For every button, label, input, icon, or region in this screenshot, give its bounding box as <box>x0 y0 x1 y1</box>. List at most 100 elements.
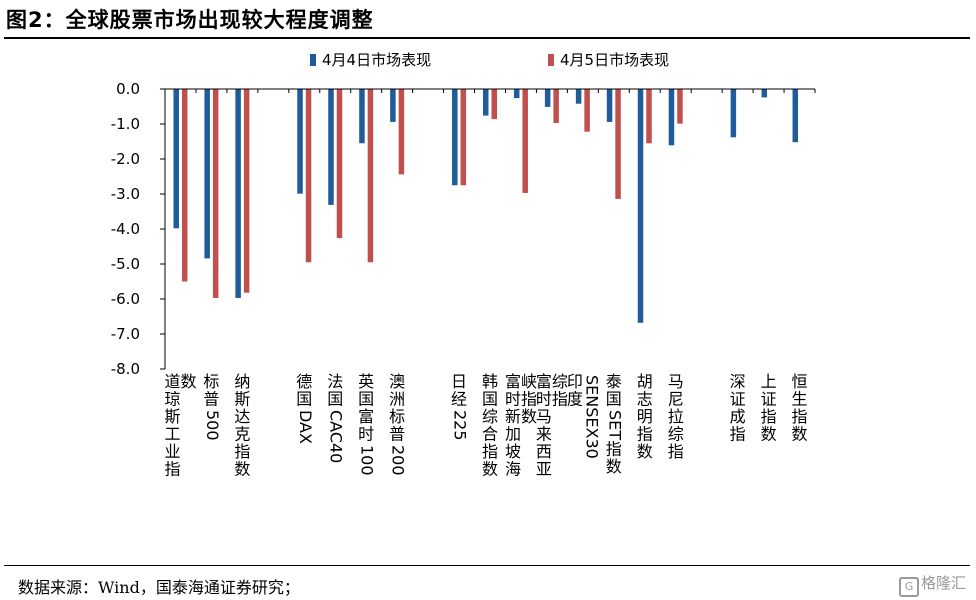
x-category-label-part: 经 <box>451 390 467 409</box>
x-category-label-part: SET <box>605 410 624 440</box>
bar <box>575 89 582 104</box>
x-axis-category-labels: 道琼斯工业指数道琼斯工业指数标普500标普500纳斯达克指数纳斯达克指数德国DA… <box>164 372 808 479</box>
x-category-label-part: 时 <box>536 390 552 409</box>
x-category-label-part: 度 <box>567 390 583 409</box>
x-category-label-part: 指 <box>792 407 808 426</box>
bar <box>212 89 219 298</box>
y-tick-label: -1.0 <box>111 115 140 133</box>
x-category-label-part: 标 <box>389 407 405 426</box>
x-category-label-part: 指 <box>606 440 622 459</box>
x-category-label-part: 亚 <box>536 460 552 479</box>
y-axis: 0.0 -1.0 -2.0 -3.0 -4.0 -5.0 -6.0 -7.0 -8.0 <box>111 80 166 378</box>
x-category-label-part: 时 <box>505 390 521 409</box>
x-category-label-part: 生 <box>792 390 808 409</box>
bar <box>452 89 458 186</box>
chart-bars <box>164 88 816 323</box>
x-category-label-part: 指 <box>482 442 498 461</box>
x-category-label-part: 斯 <box>164 407 180 426</box>
bar <box>398 89 405 175</box>
x-category-label-part: 证 <box>761 390 777 409</box>
x-category-label-part: 指 <box>668 442 684 461</box>
x-category-label-part: 拉 <box>668 407 684 426</box>
y-tick-label: -5.0 <box>111 255 140 273</box>
x-category-label-part: 日 <box>451 372 467 391</box>
bar <box>646 89 652 144</box>
x-category-label-part: 国 <box>606 390 622 409</box>
x-category-label-part: 恒 <box>792 372 808 391</box>
bar <box>584 89 590 132</box>
bar <box>390 89 396 122</box>
bar <box>181 89 188 282</box>
x-category-label-part: 数 <box>234 460 250 479</box>
source-note: 数据来源：Wind，国泰海通证券研究； <box>18 578 300 597</box>
x-category-label-part: 500 <box>203 410 222 441</box>
x-category-label-part: 明 <box>637 407 653 426</box>
bar <box>243 89 250 293</box>
x-category-label-part: 深 <box>730 372 746 391</box>
x-category-label-part: 业 <box>164 442 180 461</box>
x-category-label-part: 琼 <box>164 390 180 409</box>
bar <box>637 89 644 323</box>
legend-swatch <box>548 54 554 66</box>
x-category-label-part: 英 <box>358 372 374 391</box>
x-category-label-part: SENSEX30 <box>582 375 601 459</box>
bar <box>730 89 737 138</box>
bar <box>615 89 621 199</box>
x-category-label-part: 尼 <box>668 390 684 409</box>
x-category-label-part: 纳 <box>234 372 250 391</box>
x-category-label-part: 西 <box>536 442 552 461</box>
x-category-label-part: 综 <box>668 425 684 444</box>
bar <box>483 89 489 116</box>
legend-swatch <box>310 54 316 66</box>
x-category-label-part: 坡 <box>505 442 521 461</box>
bar <box>297 89 303 194</box>
bar <box>367 89 374 263</box>
bar <box>491 89 497 120</box>
bar <box>328 89 334 205</box>
bar <box>553 89 559 123</box>
x-category-label-part: 洲 <box>389 390 405 409</box>
figure-title: 图2：全球股票市场出现较大程度调整 <box>6 8 374 32</box>
x-category-label-part: 指 <box>552 390 568 409</box>
x-category-label-part: 指 <box>234 442 250 461</box>
x-category-label-part: 胡 <box>637 372 653 391</box>
x-category-label-part: 富 <box>505 372 521 391</box>
bar <box>761 89 768 98</box>
x-category-label-part: 指 <box>730 425 746 444</box>
x-category-label-part: 国 <box>296 390 312 409</box>
watermark-text: 格隆汇 <box>920 574 966 592</box>
y-tick-label: -4.0 <box>111 220 140 238</box>
x-category-label-part: CAC40 <box>327 410 346 463</box>
x-category-label-part: 印 <box>567 372 583 391</box>
x-category-label-part: 100 <box>358 445 377 476</box>
x-category-label-part: 成 <box>730 407 746 426</box>
x-category-label-part: 加 <box>505 425 521 444</box>
x-category-label-part: 数 <box>761 425 777 444</box>
watermark: G 格隆汇 <box>898 572 966 597</box>
x-category-label-part: 指 <box>521 390 537 409</box>
x-category-label-part: 数 <box>792 425 808 444</box>
x-category-label-part: 马 <box>536 407 552 426</box>
x-category-label-part: 海 <box>505 460 521 479</box>
x-category-label-part: 工 <box>164 425 180 444</box>
x-category-label-part: 国 <box>358 390 374 409</box>
x-category-label-part: 综 <box>552 372 568 391</box>
x-category-label-part: 斯 <box>234 390 250 409</box>
y-tick-label: -3.0 <box>111 185 140 203</box>
x-category-label-part: 道 <box>164 372 180 391</box>
bar <box>235 89 241 298</box>
bar <box>305 89 312 263</box>
y-tick-label: -8.0 <box>111 360 140 378</box>
x-category-label-part: 指 <box>637 425 653 444</box>
x-category-label-part: 证 <box>730 390 746 409</box>
bar <box>336 89 343 239</box>
x-category-label-part: 200 <box>389 445 408 476</box>
x-category-label-part: 德 <box>296 372 312 391</box>
bar <box>677 89 683 124</box>
x-category-label-part: 韩 <box>482 372 498 391</box>
x-category-label-part: 来 <box>536 425 552 444</box>
bar <box>204 89 210 259</box>
x-category-label-part: 上 <box>761 372 777 391</box>
bar <box>522 89 528 193</box>
y-tick-label: -6.0 <box>111 290 140 308</box>
